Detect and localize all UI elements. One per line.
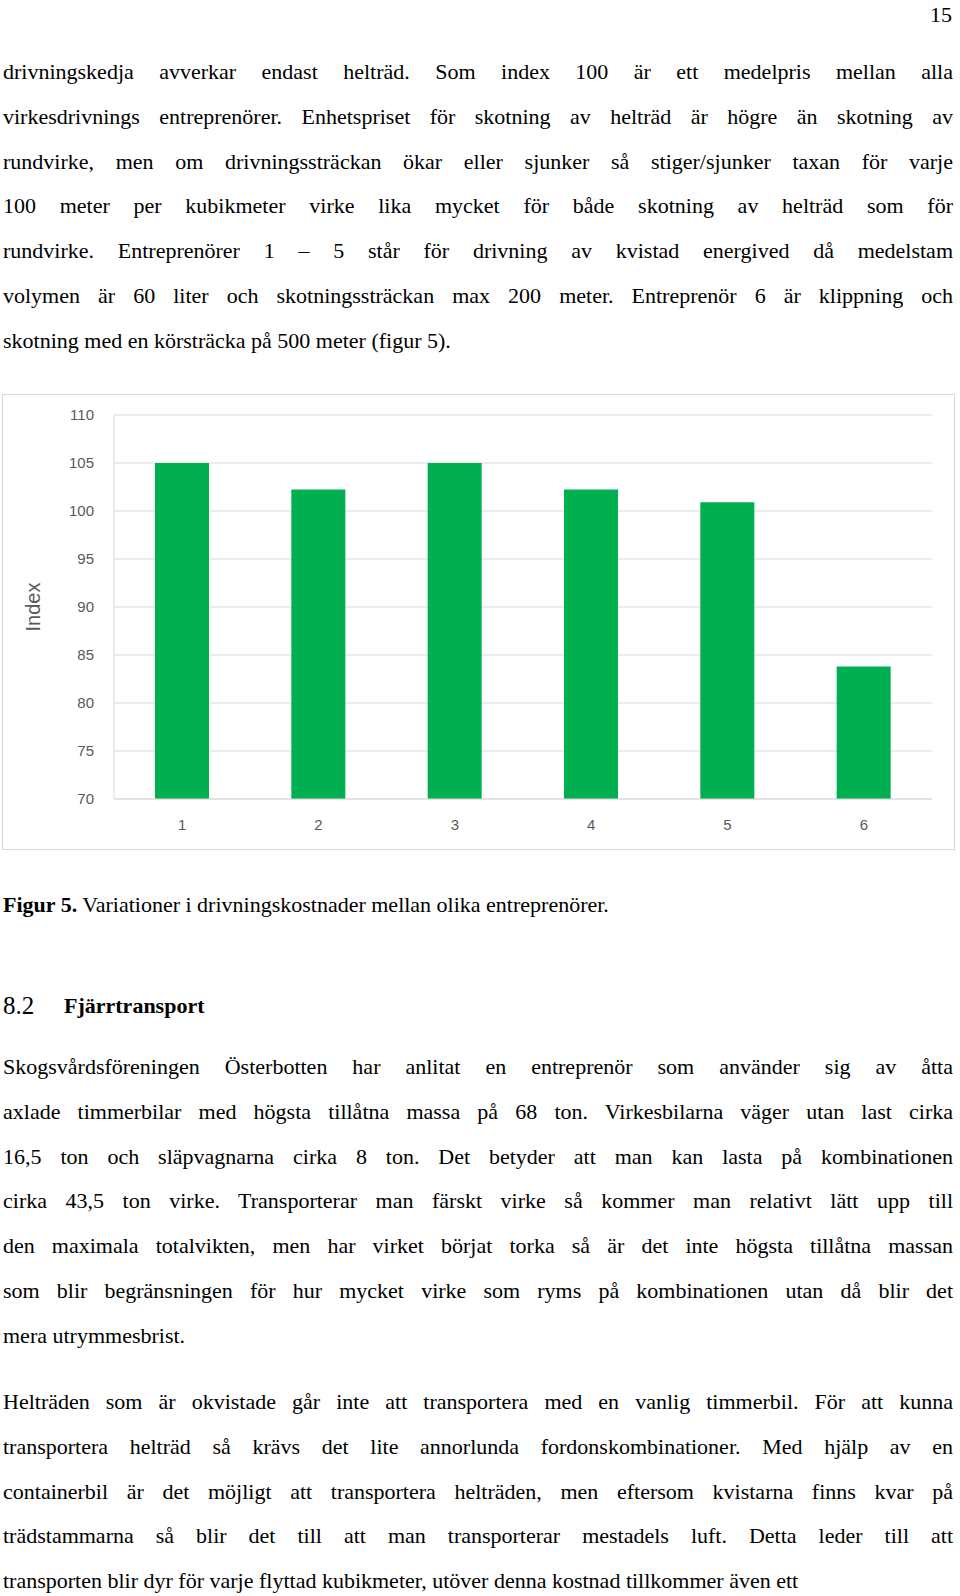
svg-text:3: 3 [451,816,459,833]
html-text:rundvirke. Entreprenörer 1 – 5: rundvirke. Entreprenörer 1 – 5 står för … [3,238,953,264]
svg-text:90: 90 [77,598,94,615]
html-text:trädstammarna så blir det till: trädstammarna så blir det till att man t… [3,1523,953,1549]
html-text:virkesdrivnings entreprenörer.: virkesdrivnings entreprenörer. Enhetspri… [3,103,953,129]
svg-text:105: 105 [69,454,94,471]
svg-text:100: 100 [69,502,94,519]
html-text:containerbil är det möjligt at: containerbil är det möjligt att transpor… [3,1478,953,1504]
html-text:transportera helträd så krävs: transportera helträd så krävs det lite a… [3,1433,953,1459]
svg-text:Index: Index [22,583,44,632]
svg-text:95: 95 [77,550,94,567]
html-text:skotning med en körsträcka på: skotning med en körsträcka på 500 meter … [3,327,451,353]
svg-text:5: 5 [723,816,731,833]
html-text:mera utrymmesbrist.: mera utrymmesbrist. [3,1322,186,1348]
svg-text:6: 6 [860,816,868,833]
svg-text:85: 85 [77,646,94,663]
html-text:Helträden som är okvistade går: Helträden som är okvistade går inte att … [3,1389,953,1414]
html-text:Skogsvårdsföreningen Österbott: Skogsvårdsföreningen Österbotten har anl… [3,1054,953,1079]
svg-text:70: 70 [77,790,94,807]
html-text:axlade timmerbilar med högsta: axlade timmerbilar med högsta tillåtna m… [3,1098,953,1124]
html-text:cirka 43,5 ton virke. Transpor: cirka 43,5 ton virke. Transporterar man … [3,1188,953,1214]
html-text:16,5 ton och släpvagnarna cirk: 16,5 ton och släpvagnarna cirka 8 ton. D… [3,1143,953,1169]
svg-text:110: 110 [70,406,94,423]
html-text:100 meter per kubikmeter virke: 100 meter per kubikmeter virke lika myck… [3,193,953,219]
svg-text:2: 2 [314,816,322,833]
html-text:drivningskedja avverkar endast: drivningskedja avverkar endast helträd. … [3,59,953,84]
html-text:volymen är 60 liter och skotni: volymen är 60 liter och skotningssträcka… [3,283,953,308]
html-text:15: 15 [930,2,952,27]
svg-text:75: 75 [77,742,94,759]
html-text:som blir begränsningen för hur: som blir begränsningen för hur mycket vi… [3,1278,953,1303]
html-text:rundvirke, men om drivningsstr: rundvirke, men om drivningssträckan ökar… [3,148,953,174]
svg-text:4: 4 [587,816,595,833]
svg-text:1: 1 [178,816,186,833]
html-text:Fjärrtransport: Fjärrtransport [64,993,205,1018]
html-text:8.2: 8.2 [3,992,35,1019]
html-text:den maximala totalvikten, men: den maximala totalvikten, men har virket… [3,1233,953,1259]
html-text:Figur 5. Variationer i drivnin: Figur 5. Variationer i drivningskostnade… [3,892,609,917]
svg-text:80: 80 [77,694,94,711]
html-text:transporten blir dyr för varje: transporten blir dyr för varje flyttad k… [3,1568,799,1594]
